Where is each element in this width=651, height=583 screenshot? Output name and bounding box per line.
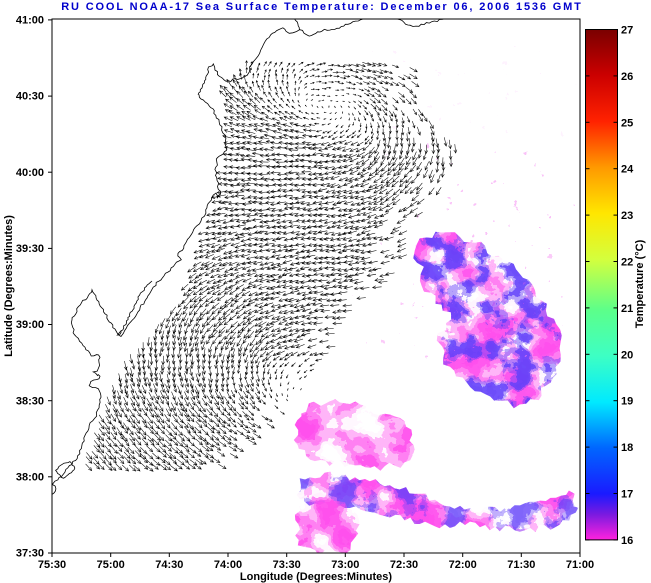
svg-text:75:00: 75:00 (97, 559, 125, 571)
svg-text:37:30: 37:30 (16, 548, 44, 560)
svg-text:39:00: 39:00 (16, 319, 44, 331)
svg-text:40:00: 40:00 (16, 167, 44, 179)
svg-text:71:00: 71:00 (566, 559, 594, 571)
svg-text:72:00: 72:00 (449, 559, 477, 571)
svg-text:Longitude (Degrees:Minutes): Longitude (Degrees:Minutes) (240, 571, 393, 583)
svg-text:72:30: 72:30 (390, 559, 418, 571)
svg-text:73:30: 73:30 (273, 559, 301, 571)
svg-text:24: 24 (621, 164, 634, 176)
svg-text:27: 27 (621, 25, 633, 37)
svg-text:22: 22 (621, 257, 633, 269)
svg-text:25: 25 (621, 117, 633, 129)
svg-text:Latitude (Degrees:Minutes): Latitude (Degrees:Minutes) (3, 215, 15, 357)
svg-text:16: 16 (621, 535, 633, 547)
svg-text:18: 18 (621, 442, 633, 454)
svg-text:RU COOL NOAA-17 Sea Surface: RU COOL NOAA-17 Sea Surface Temperature:… (61, 1, 583, 13)
svg-text:71:30: 71:30 (507, 559, 535, 571)
svg-text:38:00: 38:00 (16, 471, 44, 483)
svg-text:26: 26 (621, 71, 633, 83)
svg-text:74:30: 74:30 (155, 559, 183, 571)
svg-text:75:30: 75:30 (38, 559, 66, 571)
svg-text:20: 20 (621, 349, 633, 361)
svg-text:40:30: 40:30 (16, 91, 44, 103)
svg-text:23: 23 (621, 210, 633, 222)
svg-text:19: 19 (621, 396, 633, 408)
svg-text:41:00: 41:00 (16, 15, 44, 27)
svg-text:38:30: 38:30 (16, 395, 44, 407)
svg-text:21: 21 (621, 303, 633, 315)
svg-text:39:30: 39:30 (16, 243, 44, 255)
svg-text:74:00: 74:00 (214, 559, 242, 571)
svg-text:17: 17 (621, 489, 633, 501)
svg-text:73:00: 73:00 (331, 559, 359, 571)
svg-text:Temperature (°C): Temperature (°C) (634, 239, 646, 328)
